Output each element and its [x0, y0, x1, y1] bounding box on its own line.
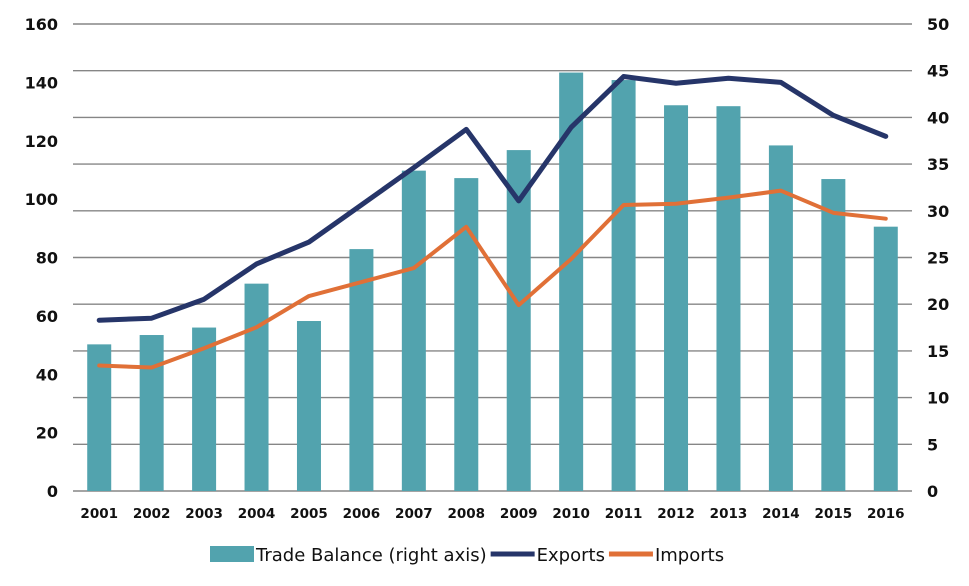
x-axis-tick-label: 2009: [500, 506, 538, 522]
right-axis: 0 5 10 15 20 25 30 35 40 45 50: [927, 15, 949, 501]
x-axis-tick-label: 2014: [762, 506, 800, 522]
x-axis-tick-label: 2015: [815, 506, 853, 522]
x-axis-tick-label: 2002: [133, 506, 171, 522]
left-axis-tick-label: 40: [36, 365, 58, 384]
bar: [716, 106, 741, 491]
series-line-exports: [96, 74, 889, 323]
bar: [192, 327, 217, 491]
x-axis-tick-label: 2016: [867, 506, 905, 522]
bar: [768, 145, 793, 492]
lines: [96, 74, 889, 370]
legend-label: Exports: [537, 545, 605, 566]
series-line-imports: [97, 188, 888, 370]
x-axis-tick-label: 2004: [238, 506, 276, 522]
x-axis-tick-label: 2013: [710, 506, 748, 522]
legend-swatch: [210, 546, 254, 562]
right-axis-tick-label: 35: [927, 155, 949, 174]
right-axis-tick-label: 25: [927, 249, 949, 268]
right-axis-tick-label: 5: [927, 435, 938, 454]
x-axis-tick-label: 2003: [185, 506, 223, 522]
right-axis-tick-label: 0: [927, 482, 938, 501]
right-axis-tick-label: 40: [927, 108, 949, 127]
legend-label: Imports: [655, 545, 724, 566]
x-axis: 2001 2002 2003 2004 2005 2006 2007 2008 2009 2010…: [80, 506, 904, 522]
x-axis-tick-label: 2001: [80, 506, 118, 522]
left-axis-tick-label: 20: [36, 424, 58, 443]
bar: [296, 321, 321, 491]
bar: [401, 170, 426, 491]
left-axis-tick-label: 100: [25, 190, 58, 209]
x-axis-tick-label: 2005: [290, 506, 328, 522]
left-axis-tick-label: 0: [47, 482, 58, 501]
right-axis-tick-label: 15: [927, 342, 949, 361]
right-axis-tick-label: 10: [927, 389, 949, 408]
right-axis-tick-label: 20: [927, 295, 949, 314]
bar: [139, 335, 164, 491]
x-axis-tick-label: 2008: [447, 506, 485, 522]
bar: [821, 179, 846, 491]
bar: [611, 80, 636, 491]
x-axis-tick-label: 2006: [343, 506, 381, 522]
bar: [873, 226, 898, 492]
legend-label: Trade Balance (right axis): [255, 545, 487, 566]
legend: Trade Balance (right axis) Exports Imports: [210, 545, 724, 566]
x-axis-tick-label: 2012: [657, 506, 695, 522]
left-axis-tick-label: 80: [36, 249, 58, 268]
left-axis-tick-label: 160: [25, 15, 58, 34]
right-axis-tick-label: 45: [927, 62, 949, 81]
right-axis-tick-label: 50: [927, 15, 949, 34]
right-axis-tick-label: 30: [927, 202, 949, 221]
x-axis-tick-label: 2011: [605, 506, 643, 522]
bar: [87, 344, 112, 491]
bar: [664, 105, 689, 492]
bar: [244, 283, 269, 491]
left-axis-tick-label: 140: [25, 73, 58, 92]
left-axis: 0 20 40 60 80 100 120 140 160: [25, 15, 58, 501]
x-axis-tick-label: 2007: [395, 506, 433, 522]
left-axis-tick-label: 120: [25, 132, 58, 151]
bar: [506, 150, 531, 491]
bars: [87, 72, 898, 492]
left-axis-tick-label: 60: [36, 307, 58, 326]
x-axis-tick-label: 2010: [552, 506, 590, 522]
bar: [349, 249, 374, 491]
